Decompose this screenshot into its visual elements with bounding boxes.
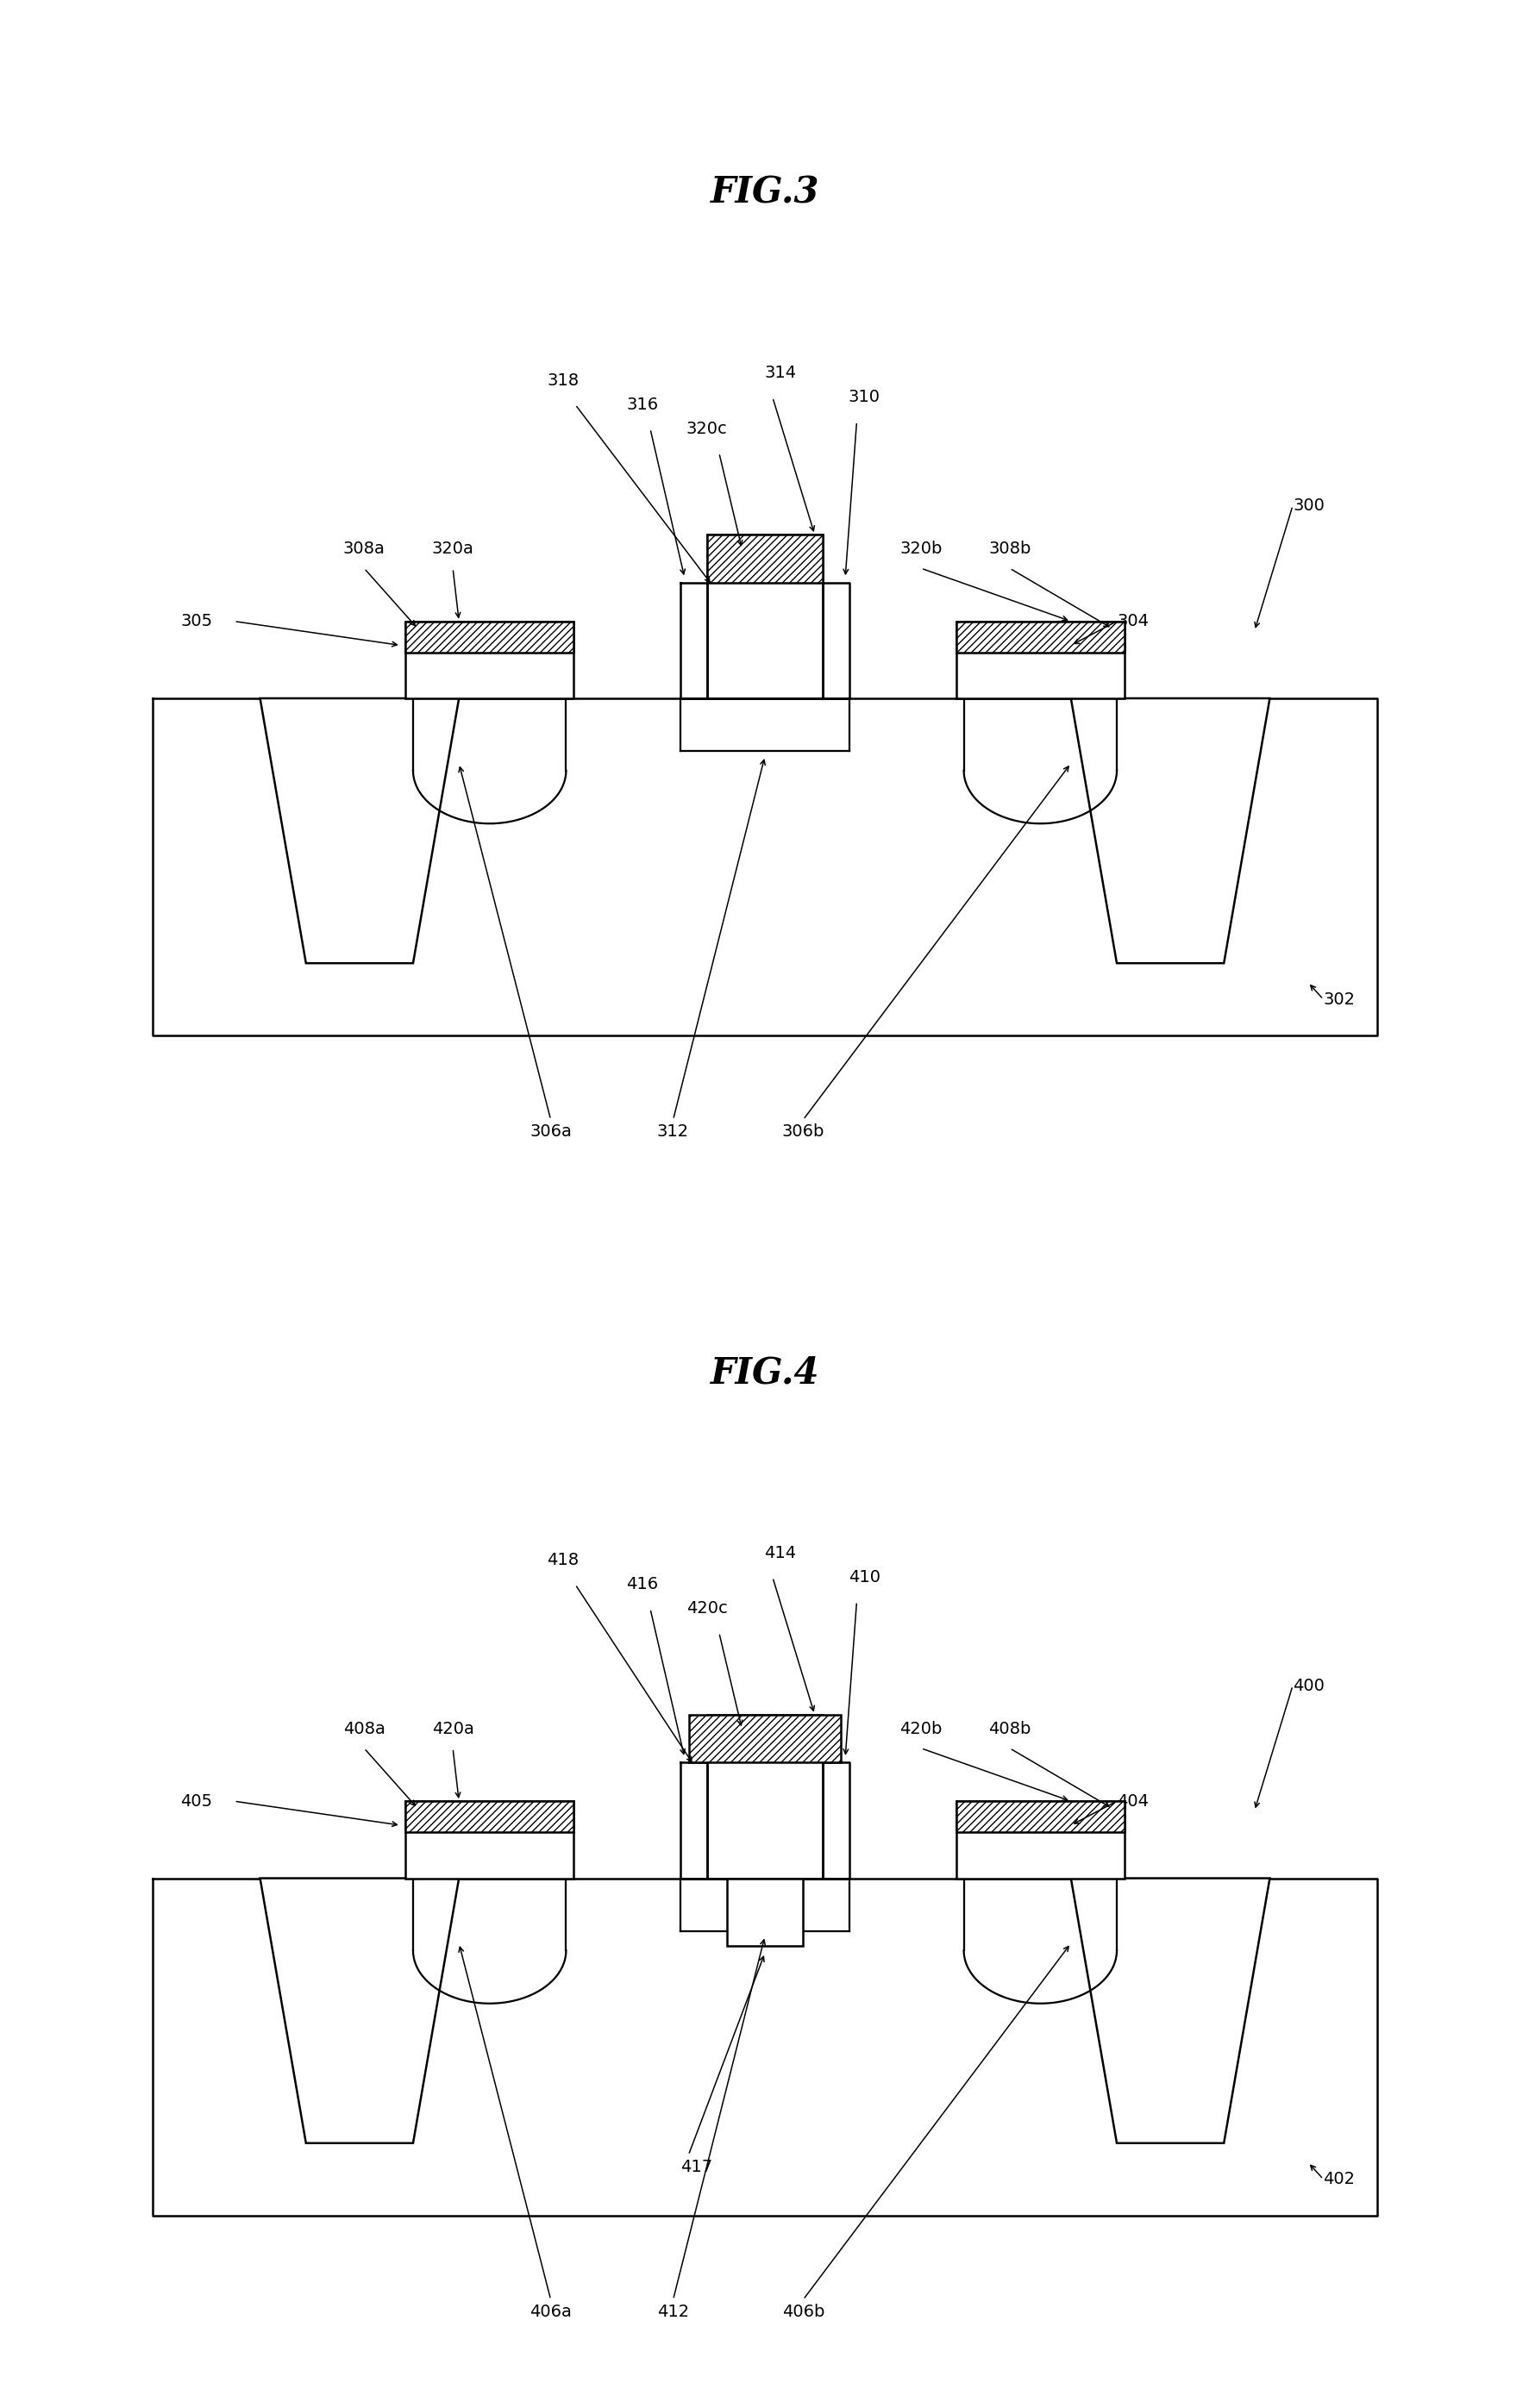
- Text: 320b: 320b: [899, 542, 942, 556]
- Text: 406b: 406b: [781, 2304, 824, 2319]
- Polygon shape: [1070, 1878, 1269, 2143]
- Text: FIG.4: FIG.4: [709, 1353, 820, 1392]
- Text: 320a: 320a: [431, 542, 474, 556]
- Text: 420c: 420c: [687, 1601, 726, 1616]
- Polygon shape: [260, 1878, 459, 2143]
- Text: 312: 312: [657, 1125, 688, 1139]
- Text: 402: 402: [1323, 2172, 1355, 2186]
- Text: 408b: 408b: [988, 1722, 1031, 1736]
- Bar: [956, 1801, 1124, 1832]
- Bar: [688, 1714, 839, 1763]
- Text: 308b: 308b: [988, 542, 1031, 556]
- Text: 318: 318: [547, 373, 578, 388]
- Bar: [405, 621, 573, 698]
- Text: 406a: 406a: [529, 2304, 572, 2319]
- Text: 404: 404: [1116, 1794, 1148, 1808]
- Text: 412: 412: [657, 2304, 688, 2319]
- Text: 320c: 320c: [687, 421, 726, 436]
- Bar: [706, 535, 821, 583]
- Text: 306a: 306a: [529, 1125, 572, 1139]
- Text: 416: 416: [627, 1577, 657, 1592]
- Text: 316: 316: [627, 397, 657, 412]
- Text: 400: 400: [1292, 1678, 1324, 1693]
- Polygon shape: [1070, 698, 1269, 963]
- Bar: [405, 1801, 573, 1878]
- Text: 310: 310: [849, 390, 879, 405]
- Text: 306b: 306b: [781, 1125, 824, 1139]
- Text: 414: 414: [764, 1546, 795, 1560]
- Text: 408a: 408a: [342, 1722, 385, 1736]
- Text: FIG.3: FIG.3: [709, 173, 820, 212]
- Text: 418: 418: [547, 1553, 578, 1568]
- Text: 420b: 420b: [899, 1722, 942, 1736]
- Text: 417: 417: [680, 2160, 711, 2174]
- Bar: [405, 621, 573, 653]
- Text: 308a: 308a: [342, 542, 385, 556]
- Text: 410: 410: [849, 1570, 879, 1584]
- Bar: [956, 1801, 1124, 1878]
- Bar: [706, 535, 821, 698]
- Text: 304: 304: [1116, 614, 1148, 628]
- Text: 405: 405: [180, 1794, 213, 1808]
- Bar: [956, 621, 1124, 698]
- Text: 305: 305: [180, 614, 213, 628]
- Bar: [956, 621, 1124, 653]
- Polygon shape: [260, 698, 459, 963]
- Text: 314: 314: [764, 366, 795, 380]
- Text: 300: 300: [1292, 498, 1324, 513]
- Bar: [706, 1714, 821, 1878]
- Bar: [405, 1801, 573, 1832]
- Text: 302: 302: [1323, 992, 1355, 1007]
- Bar: [726, 1878, 803, 1946]
- Text: 420a: 420a: [431, 1722, 474, 1736]
